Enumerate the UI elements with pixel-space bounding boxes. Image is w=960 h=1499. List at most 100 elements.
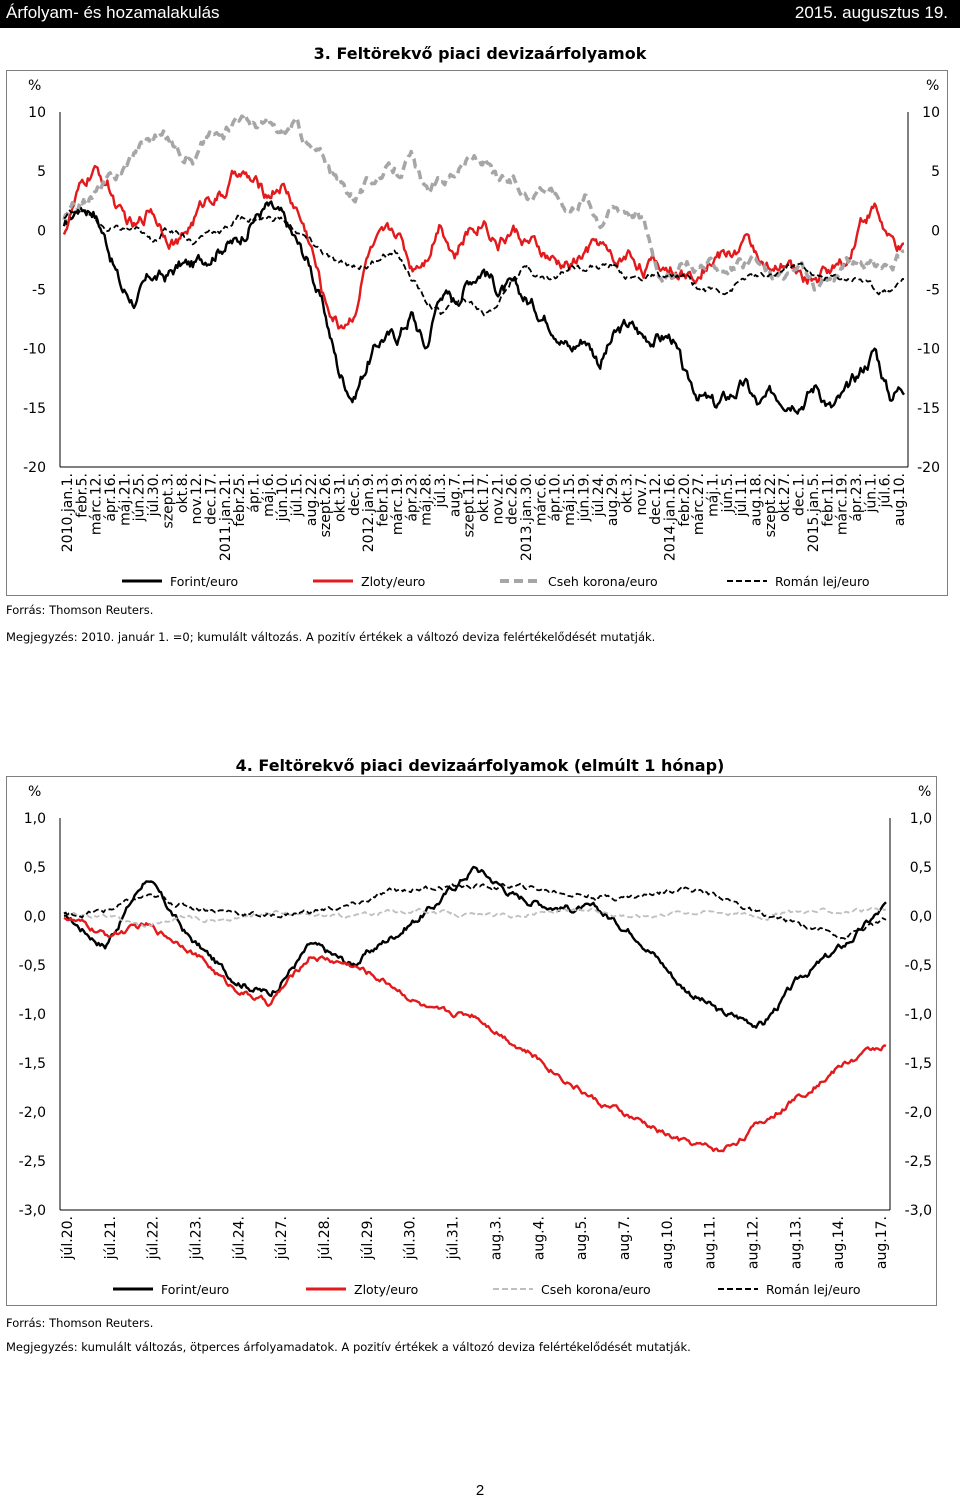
x-tick-label: ápr.1. — [246, 473, 262, 513]
y-tick-right: -5 — [926, 283, 940, 299]
x-tick-label: júl.30. — [403, 1216, 419, 1260]
x-tick-label: febr.5. — [74, 473, 90, 518]
x-tick-label: jún.10. — [275, 473, 291, 522]
x-tick-label: márc.12. — [89, 473, 105, 535]
legend-label: Zloty/euro — [354, 1282, 418, 1297]
x-tick-label: okt.17. — [476, 473, 492, 522]
y-tick-right: -0,5 — [905, 958, 932, 974]
x-tick-label: júl.15. — [290, 473, 306, 517]
chart1-frame — [6, 70, 948, 596]
x-tick-label: aug.4. — [531, 1216, 547, 1260]
x-tick-label: máj.1. — [706, 473, 722, 517]
x-tick-label: aug.12. — [745, 1216, 761, 1269]
y-tick-left: 10 — [28, 105, 46, 121]
x-tick-label: márc.27. — [691, 473, 707, 535]
y-tick-right: -2,5 — [905, 1154, 932, 1170]
y-tick-right: 0 — [931, 223, 940, 239]
y-tick-right: -15 — [917, 401, 940, 417]
page-header: Árfolyam- és hozamalakulás 2015. auguszt… — [0, 0, 960, 28]
x-tick-label: júl.28. — [317, 1216, 333, 1260]
x-tick-label: ápr.10. — [548, 473, 564, 522]
series-line-forinteuro — [62, 200, 905, 415]
x-tick-label: aug.3. — [488, 1216, 504, 1260]
x-tick-label: júl.11. — [734, 473, 750, 517]
x-tick-label: aug.7. — [617, 1216, 633, 1260]
x-tick-label: márc.19. — [390, 473, 406, 535]
y-tick-right: 5 — [931, 164, 940, 180]
y-unit-right: % — [918, 784, 931, 800]
x-tick-label: aug.22. — [304, 473, 320, 526]
x-tick-label: dec.17. — [203, 473, 219, 525]
header-date: 2015. augusztus 19. — [794, 3, 948, 22]
series-line-romnlejeuro — [63, 882, 887, 940]
x-tick-label: aug.29. — [605, 473, 621, 526]
chart1-note: Megjegyzés: 2010. január 1. =0; kumulált… — [6, 630, 656, 644]
x-tick-label: máj.6. — [261, 473, 277, 517]
y-tick-left: -0,5 — [19, 958, 46, 974]
header-section-title: Árfolyam- és hozamalakulás — [6, 3, 220, 22]
x-tick-label: júl.6. — [878, 473, 894, 508]
x-tick-label: okt.3. — [619, 473, 635, 513]
x-tick-label: 2012.jan.9. — [361, 473, 377, 552]
x-tick-label: máj.15. — [562, 473, 578, 526]
y-tick-right: -2,0 — [905, 1105, 932, 1121]
y-tick-left: -2,0 — [19, 1105, 46, 1121]
series-line-zlotyeuro — [63, 916, 887, 1153]
legend-label: Forint/euro — [170, 574, 238, 589]
x-tick-label: szept.3. — [160, 473, 176, 528]
x-tick-label: 2014.jan.16. — [662, 473, 678, 561]
y-tick-left: -10 — [23, 342, 46, 358]
x-tick-label: szept.11. — [462, 473, 478, 537]
legend-label: Román lej/euro — [766, 1282, 860, 1297]
y-tick-right: 0,5 — [910, 860, 932, 876]
x-tick-label: jún.1. — [863, 473, 879, 513]
x-tick-label: febr.25. — [232, 473, 248, 527]
x-tick-label: júl.30. — [146, 473, 162, 517]
y-tick-right: -3,0 — [905, 1203, 932, 1219]
x-tick-label: 2015.jan.5. — [806, 473, 822, 552]
x-tick-label: szept.22. — [763, 473, 779, 537]
x-tick-label: 2013.jan.30. — [519, 473, 535, 561]
legend-label: Cseh korona/euro — [548, 574, 658, 589]
chart2-title: 4. Feltörekvő piaci devizaárfolyamok (el… — [235, 756, 725, 775]
x-tick-label: dec.5. — [347, 473, 363, 516]
x-tick-label: dec.12. — [648, 473, 664, 525]
y-tick-left: 1,0 — [24, 811, 46, 827]
x-tick-label: márc.19. — [835, 473, 851, 535]
y-tick-left: -15 — [23, 401, 46, 417]
x-tick-label: aug.10. — [660, 1216, 676, 1269]
y-tick-left: 0 — [37, 223, 46, 239]
x-tick-label: júl.27. — [274, 1216, 290, 1260]
x-tick-label: ápr.16. — [103, 473, 119, 522]
x-tick-label: ápr.23. — [849, 473, 865, 522]
x-tick-label: júl.23. — [189, 1216, 205, 1260]
x-tick-label: okt.8. — [175, 473, 191, 513]
x-tick-label: júl.24. — [591, 473, 607, 517]
y-tick-right: 1,0 — [910, 811, 932, 827]
legend-label: Cseh korona/euro — [541, 1282, 651, 1297]
series-line-csehkoronaeuro — [63, 906, 887, 928]
y-unit-left: % — [28, 784, 41, 800]
x-tick-label: 2010.jan.1. — [60, 473, 76, 552]
x-tick-label: nov.12. — [189, 473, 205, 524]
y-tick-right: -10 — [917, 342, 940, 358]
chart2-note: Megjegyzés: kumulált változás, ötperces … — [6, 1340, 691, 1354]
y-tick-left: 5 — [37, 164, 46, 180]
x-tick-label: máj.28. — [419, 473, 435, 526]
y-tick-right: 10 — [922, 105, 940, 121]
series-line-romnlejeuro — [63, 208, 905, 317]
x-tick-label: júl.24. — [231, 1216, 247, 1260]
x-tick-label: dec.26. — [505, 473, 521, 525]
legend-label: Zloty/euro — [361, 574, 425, 589]
x-tick-label: aug.18. — [749, 473, 765, 526]
chart1-title: 3. Feltörekvő piaci devizaárfolyamok — [313, 44, 647, 63]
x-tick-label: nov.7. — [634, 473, 650, 515]
y-tick-right: -1,5 — [905, 1056, 932, 1072]
x-tick-label: nov.21. — [490, 473, 506, 524]
x-tick-label: júl.21. — [103, 1216, 119, 1260]
x-tick-label: jún.19. — [576, 473, 592, 522]
x-tick-label: febr.20. — [677, 473, 693, 527]
x-tick-label: febr.11. — [820, 473, 836, 527]
y-tick-right: -1,0 — [905, 1007, 932, 1023]
